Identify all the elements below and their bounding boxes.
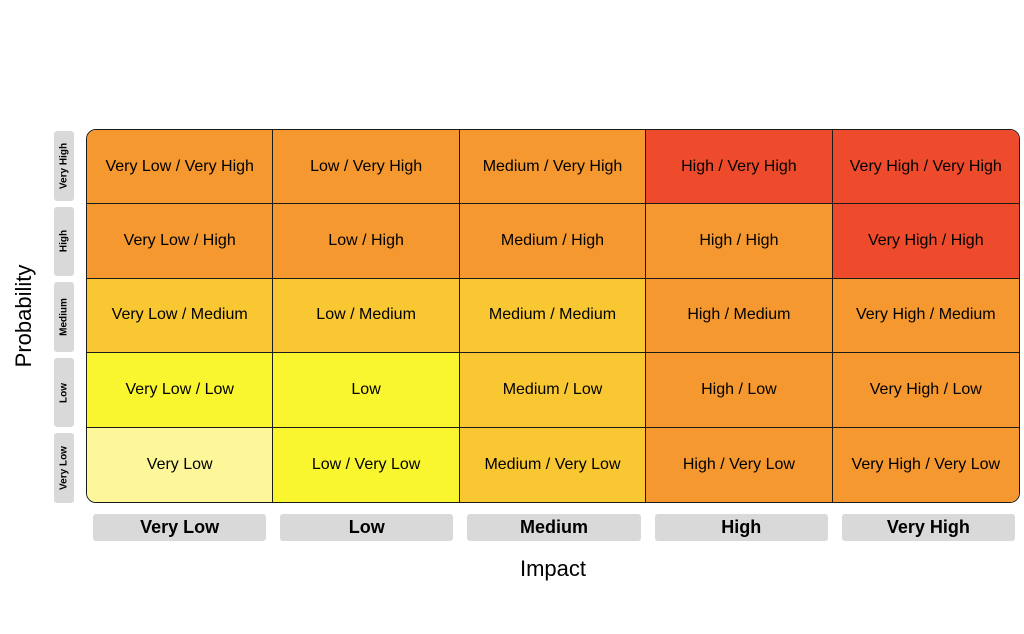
risk-matrix-grid: Very Low / Very High Low / Very High Mediu… <box>86 129 1020 503</box>
impact-label-very-high: Very High <box>841 514 1016 541</box>
probability-label-text: Very High <box>58 142 70 189</box>
matrix-cell: High / Very Low <box>646 427 833 502</box>
matrix-cell: Medium / Very High <box>459 130 647 205</box>
probability-label-text: High <box>58 230 70 253</box>
probability-label-high: High <box>54 206 74 277</box>
probability-label-very-low: Very Low <box>54 433 74 503</box>
matrix-cell: Low <box>273 353 460 428</box>
matrix-cell: Very Low <box>87 427 274 502</box>
impact-label-high: High <box>654 514 828 541</box>
probability-label-text: Medium <box>58 298 70 336</box>
matrix-cell: Low / Very Low <box>273 427 460 502</box>
x-axis-title: Impact <box>519 556 587 581</box>
matrix-cell: Medium / Very Low <box>459 427 647 502</box>
matrix-cell: Very High / Medium <box>832 278 1019 354</box>
matrix-cell: Very High / Low <box>832 353 1019 428</box>
impact-label-low: Low <box>280 514 454 541</box>
matrix-cell: Very High / Very High <box>832 130 1019 205</box>
probability-labels: Very High High Medium Low Very Low <box>54 131 74 503</box>
probability-label-very-high: Very High <box>54 131 74 201</box>
matrix-cell: High / Very High <box>646 130 833 205</box>
impact-label-medium: Medium <box>467 514 641 541</box>
matrix-cell: Very Low / Very High <box>87 130 274 205</box>
matrix-cell: High / Low <box>646 353 833 428</box>
matrix-cell: Low / Very High <box>273 130 460 205</box>
probability-label-low: Low <box>54 357 74 428</box>
matrix-cell: High / High <box>646 204 833 279</box>
impact-label-very-low: Very Low <box>93 514 267 541</box>
matrix-cell: Very Low / Low <box>87 353 274 428</box>
matrix-cell: Very Low / High <box>87 204 274 279</box>
matrix-cell: Very High / High <box>832 204 1019 279</box>
matrix-cell: Low / High <box>273 204 460 279</box>
matrix-cell: Very Low / Medium <box>87 278 274 354</box>
probability-label-medium: Medium <box>54 282 74 352</box>
matrix-cell: High / Medium <box>646 278 833 354</box>
impact-labels: Very Low Low Medium High Very High <box>93 514 1016 541</box>
y-axis-title: Probability <box>11 264 36 368</box>
matrix-cell: Medium / High <box>459 204 647 279</box>
probability-label-text: Very Low <box>58 446 70 491</box>
probability-label-text: Low <box>58 382 70 403</box>
matrix-cell: Low / Medium <box>273 278 460 354</box>
matrix-cell: Medium / Medium <box>459 278 647 354</box>
matrix-cell: Very High / Very Low <box>832 427 1019 502</box>
matrix-cell: Medium / Low <box>459 353 647 428</box>
